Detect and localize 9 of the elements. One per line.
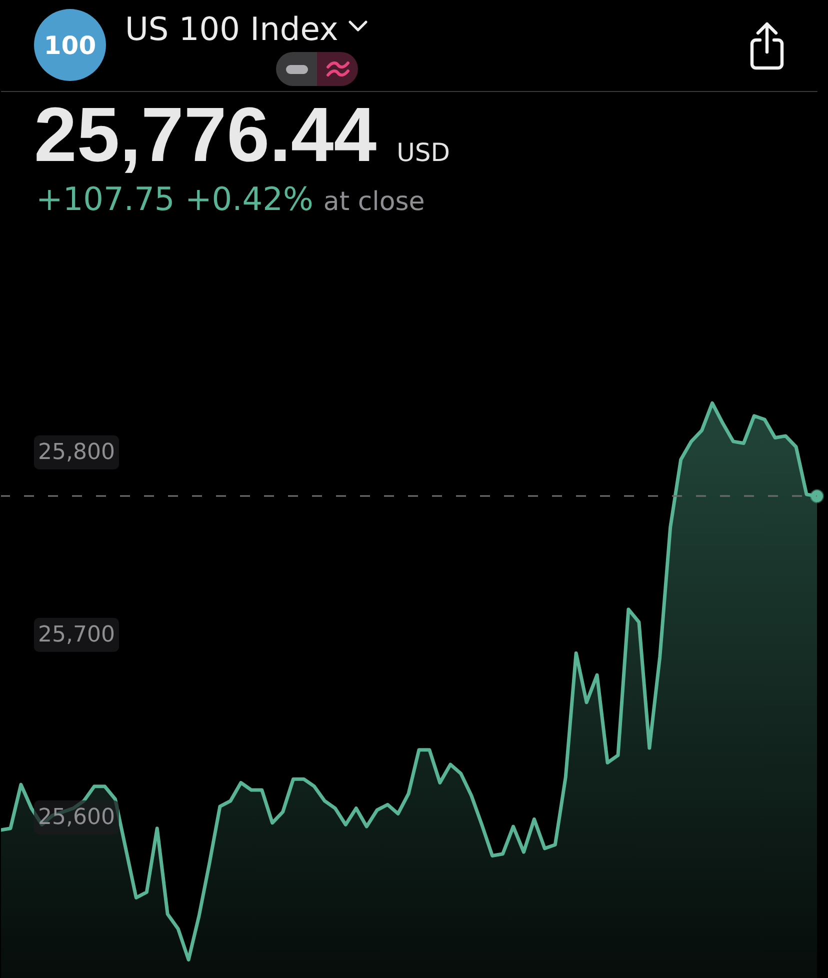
- annotation: +107.75 +0.42%: [36, 180, 314, 218]
- annotation: at close: [323, 187, 425, 217]
- y-tick-label: 25,800: [38, 440, 115, 465]
- annotation: 25,776.44: [34, 92, 377, 178]
- chart-title: US 100 Index: [125, 10, 338, 48]
- y-tick-label: 25,700: [38, 622, 115, 648]
- annotation: USD: [396, 138, 450, 167]
- round-badge: 100: [34, 9, 106, 81]
- y-tick-label: 25,600: [38, 804, 115, 830]
